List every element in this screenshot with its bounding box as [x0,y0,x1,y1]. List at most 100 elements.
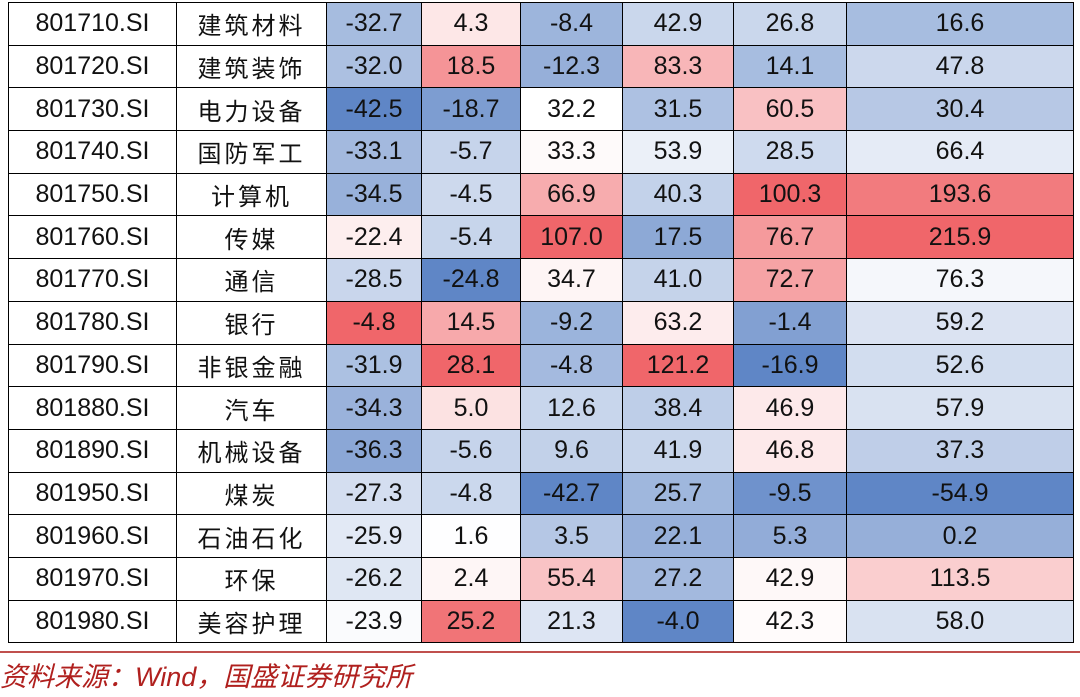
value-cell: 57.9 [846,386,1074,430]
industry-name: 汽车 [176,386,327,430]
table-row: 801960.SI 石油石化 -25.9 1.6 3.5 22.1 5.3 0.2 [8,514,1074,558]
value-cell: 18.5 [421,44,521,89]
value-cell: -4.8 [520,343,623,388]
table-row: 801730.SI 电力设备 -42.5 -18.7 32.2 31.5 60.5 30.4 [8,87,1074,132]
index-code: 801710.SI [8,2,177,46]
value-cell: -32.7 [326,2,422,46]
table-row: 801880.SI 汽车 -34.3 5.0 12.6 38.4 46.9 57.9 [8,386,1074,430]
value-cell: -32.0 [326,44,422,89]
value-cell: 16.6 [846,2,1074,46]
value-cell: -18.7 [421,87,521,132]
industry-name: 计算机 [176,172,327,217]
value-cell: 41.0 [622,258,734,302]
value-cell: 12.6 [520,386,623,430]
table-row: 801770.SI 通信 -28.5 -24.8 34.7 41.0 72.7 76.3 [8,258,1074,302]
value-cell: 9.6 [520,428,623,473]
industry-name: 煤炭 [176,471,327,516]
table-row: 801790.SI 非银金融 -31.9 28.1 -4.8 121.2 -16.9 52.6 [8,343,1074,388]
value-cell: 42.9 [733,556,847,601]
value-cell: -4.5 [421,172,521,217]
value-cell: -25.9 [326,514,422,558]
value-cell: 26.8 [733,2,847,46]
value-cell: 113.5 [846,556,1074,601]
value-cell: 55.4 [520,556,623,601]
industry-name: 电力设备 [176,87,327,132]
value-cell: 30.4 [846,87,1074,132]
table-row: 801720.SI 建筑装饰 -32.0 18.5 -12.3 83.3 14.1 47.8 [8,44,1074,89]
value-cell: 21.3 [520,599,623,644]
table-row: 801950.SI 煤炭 -27.3 -4.8 -42.7 25.7 -9.5 -54.9 [8,471,1074,516]
industry-name: 银行 [176,300,327,345]
value-cell: 37.3 [846,428,1074,473]
value-cell: 28.5 [733,130,847,174]
industry-name: 非银金融 [176,343,327,388]
index-code: 801790.SI [8,343,177,388]
value-cell: 42.3 [733,599,847,644]
value-cell: -1.4 [733,300,847,345]
value-cell: 28.1 [421,343,521,388]
value-cell: -54.9 [846,471,1074,516]
value-cell: -34.5 [326,172,422,217]
industry-name: 通信 [176,258,327,302]
index-code: 801980.SI [8,599,177,644]
value-cell: -27.3 [326,471,422,516]
value-cell: 193.6 [846,172,1074,217]
value-cell: 40.3 [622,172,734,217]
index-code: 801750.SI [8,172,177,217]
value-cell: 60.5 [733,87,847,132]
value-cell: 107.0 [520,215,623,260]
source-suffix: ，国盛证券研究所 [196,662,413,693]
index-code: 801720.SI [8,44,177,89]
index-code: 801730.SI [8,87,177,132]
industry-name: 传媒 [176,215,327,260]
value-cell: 66.4 [846,130,1074,174]
value-cell: -5.4 [421,215,521,260]
value-cell: 215.9 [846,215,1074,260]
value-cell: 53.9 [622,130,734,174]
value-cell: 42.9 [622,2,734,46]
value-cell: 38.4 [622,386,734,430]
value-cell: 25.2 [421,599,521,644]
value-cell: 72.7 [733,258,847,302]
value-cell: -33.1 [326,130,422,174]
value-cell: 100.3 [733,172,847,217]
index-code: 801740.SI [8,130,177,174]
value-cell: 46.8 [733,428,847,473]
value-cell: 33.3 [520,130,623,174]
value-cell: 58.0 [846,599,1074,644]
value-cell: 5.3 [733,514,847,558]
value-cell: 1.6 [421,514,521,558]
value-cell: 34.7 [520,258,623,302]
value-cell: 63.2 [622,300,734,345]
table-row: 801970.SI 环保 -26.2 2.4 55.4 27.2 42.9 113.5 [8,556,1074,601]
index-code: 801760.SI [8,215,177,260]
value-cell: -8.4 [520,2,623,46]
index-code: 801770.SI [8,258,177,302]
value-cell: 27.2 [622,556,734,601]
index-code: 801950.SI [8,471,177,516]
value-cell: -26.2 [326,556,422,601]
value-cell: 31.5 [622,87,734,132]
value-cell: -31.9 [326,343,422,388]
industry-name: 国防军工 [176,130,327,174]
index-code: 801960.SI [8,514,177,558]
value-cell: -16.9 [733,343,847,388]
industry-name: 机械设备 [176,428,327,473]
value-cell: -34.3 [326,386,422,430]
table-row: 801980.SI 美容护理 -23.9 25.2 21.3 -4.0 42.3 58.0 [8,599,1074,644]
value-cell: -42.7 [520,471,623,516]
heatmap-table: 801710.SI 建筑材料 -32.7 4.3 -8.4 42.9 26.8 16.6 801… [8,2,1074,644]
value-cell: 3.5 [520,514,623,558]
value-cell: -4.8 [326,300,422,345]
value-cell: 59.2 [846,300,1074,345]
value-cell: 2.4 [421,556,521,601]
index-code: 801780.SI [8,300,177,345]
value-cell: -4.0 [622,599,734,644]
value-cell: 76.3 [846,258,1074,302]
heatmap-body: 801710.SI 建筑材料 -32.7 4.3 -8.4 42.9 26.8 16.6 801… [8,2,1074,644]
value-cell: 14.5 [421,300,521,345]
value-cell: 76.7 [733,215,847,260]
value-cell: -28.5 [326,258,422,302]
value-cell: 46.9 [733,386,847,430]
value-cell: 25.7 [622,471,734,516]
